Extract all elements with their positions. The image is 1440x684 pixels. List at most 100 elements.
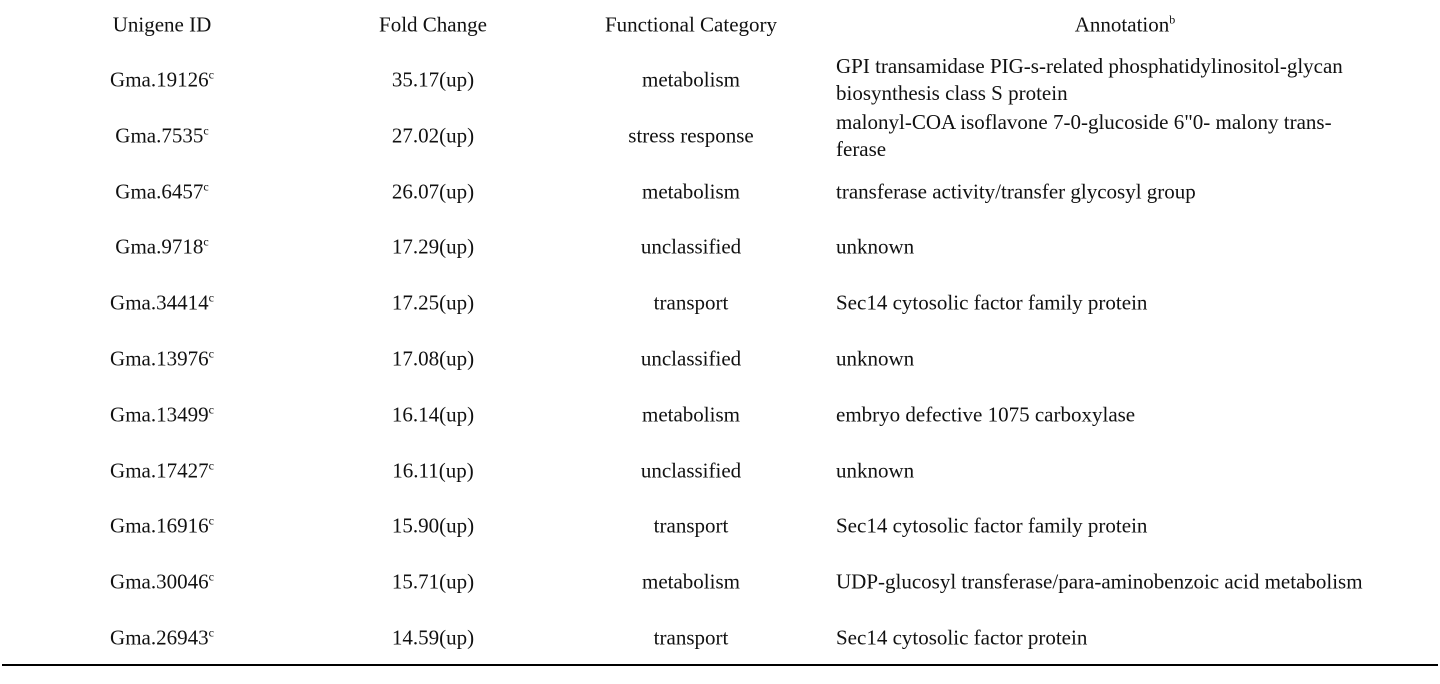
annotation-cell: embryo defective 1075 carboxylase: [836, 401, 1135, 428]
annotation-cell: GPI transamidase PIG-s-related phosphati…: [836, 53, 1343, 107]
fold-cell: 15.71(up): [392, 569, 474, 596]
functional-category: transport: [653, 513, 729, 538]
id-superscript: c: [208, 625, 214, 640]
unigene-id: Gma.34414c: [110, 290, 214, 317]
id-text: Gma.13499: [110, 402, 209, 427]
category-cell: transport: [654, 290, 729, 317]
fold-cell: 17.25(up): [392, 290, 474, 317]
bottom-rule: [2, 664, 1438, 666]
annotation-cell: malonyl-COA isoflavone 7-0-glucoside 6"0…: [836, 109, 1332, 163]
id-text: Gma.19126: [110, 67, 209, 92]
id-superscript: c: [208, 346, 214, 361]
unigene-id: Gma.16916c: [110, 513, 214, 540]
category-cell: stress response: [628, 122, 753, 149]
functional-category: stress response: [628, 123, 754, 148]
annotation-line: malonyl-COA isoflavone 7-0-glucoside 6"0…: [836, 109, 1332, 134]
unigene-id: Gma.13976c: [110, 346, 214, 373]
header-cell: Annotationb: [1075, 12, 1176, 39]
id-superscript: c: [208, 513, 214, 528]
unigene-id: Gma.7535c: [115, 122, 208, 149]
id-text: Gma.26943: [110, 625, 209, 650]
fold-change: 17.25(up): [391, 290, 475, 315]
category-cell: unclassified: [641, 346, 741, 373]
category-cell: transport: [654, 513, 729, 540]
id-superscript: c: [208, 67, 214, 82]
annotation-cell: Sec14 cytosolic factor family protein: [836, 290, 1147, 317]
functional-category: transport: [653, 625, 729, 650]
id-superscript: c: [203, 234, 209, 249]
fold-cell: 27.02(up): [392, 122, 474, 149]
fold-change: 15.90(up): [391, 513, 475, 538]
fold-cell: 17.08(up): [392, 346, 474, 373]
fold-cell: 16.14(up): [392, 401, 474, 428]
id-text: Gma.30046: [110, 569, 209, 594]
unigene-id: Gma.19126c: [110, 67, 214, 94]
annotation-cell: unknown: [836, 457, 914, 484]
annotation-line: transferase activity/transfer glycosyl g…: [836, 179, 1196, 204]
annotation-line: biosynthesis class S protein: [836, 81, 1068, 105]
functional-category: metabolism: [642, 179, 740, 204]
category-cell: unclassified: [641, 234, 741, 261]
header-text: Functional Category: [604, 12, 778, 37]
functional-category: unclassified: [640, 458, 742, 483]
annotation-cell: unknown: [836, 234, 914, 261]
fold-change: 35.17(up): [391, 67, 475, 92]
annotation-line: ferase: [836, 136, 887, 161]
id-text: Gma.34414: [110, 290, 209, 315]
id-text: Gma.6457: [115, 179, 204, 204]
fold-change: 17.29(up): [391, 234, 475, 259]
fold-change: 14.59(up): [391, 625, 475, 650]
unigene-id: Gma.26943c: [110, 625, 214, 652]
fold-change: 27.02(up): [391, 123, 475, 148]
functional-category: unclassified: [640, 234, 742, 259]
id-superscript: c: [208, 569, 214, 584]
id-text: Gma.7535: [115, 123, 204, 148]
functional-category: metabolism: [642, 67, 740, 92]
fold-change: 15.71(up): [391, 569, 475, 594]
annotation-cell: unknown: [836, 346, 914, 373]
id-superscript: c: [203, 179, 209, 194]
category-cell: metabolism: [642, 569, 740, 596]
unigene-id: Gma.17427c: [110, 457, 214, 484]
id-text: Gma.13976: [110, 346, 209, 371]
id-superscript: c: [208, 402, 214, 417]
annotation-line: unknown: [836, 346, 915, 371]
id-superscript: c: [208, 458, 214, 473]
annotation-line: UDP-glucosyl transferase/para-aminobenzo…: [836, 569, 1363, 594]
header-text: Annotation: [1074, 12, 1170, 37]
functional-category: metabolism: [642, 569, 740, 594]
annotation-cell: Sec14 cytosolic factor family protein: [836, 513, 1147, 540]
unigene-id: Gma.13499c: [110, 401, 214, 428]
header-text: Unigene ID: [112, 12, 212, 37]
category-cell: transport: [654, 625, 729, 652]
annotation-line: Sec14 cytosolic factor family protein: [836, 513, 1148, 538]
annotation-line: Sec14 cytosolic factor family protein: [836, 290, 1148, 315]
annotation-line: unknown: [836, 458, 915, 483]
category-cell: metabolism: [642, 401, 740, 428]
header-cell: Unigene ID: [113, 12, 212, 39]
unigene-id: Gma.9718c: [115, 234, 208, 261]
id-text: Gma.9718: [115, 234, 204, 259]
fold-cell: 35.17(up): [392, 67, 474, 94]
annotation-cell: transferase activity/transfer glycosyl g…: [836, 178, 1196, 205]
fold-cell: 16.11(up): [392, 457, 473, 484]
header-cell: Fold Change: [379, 12, 487, 39]
header-superscript: b: [1169, 12, 1176, 27]
category-cell: metabolism: [642, 67, 740, 94]
fold-change: 16.11(up): [392, 458, 474, 483]
unigene-id: Gma.30046c: [110, 569, 214, 596]
header-text: Fold Change: [379, 12, 487, 37]
header-cell: Functional Category: [605, 12, 777, 39]
annotation-cell: Sec14 cytosolic factor protein: [836, 625, 1087, 652]
functional-category: transport: [653, 290, 729, 315]
fold-cell: 26.07(up): [392, 178, 474, 205]
fold-change: 17.08(up): [391, 346, 475, 371]
id-superscript: c: [208, 290, 214, 305]
id-text: Gma.17427: [110, 458, 209, 483]
fold-change: 16.14(up): [391, 402, 475, 427]
functional-category: metabolism: [642, 402, 740, 427]
category-cell: metabolism: [642, 178, 740, 205]
fold-cell: 14.59(up): [392, 625, 474, 652]
annotation-cell: UDP-glucosyl transferase/para-aminobenzo…: [836, 569, 1363, 596]
